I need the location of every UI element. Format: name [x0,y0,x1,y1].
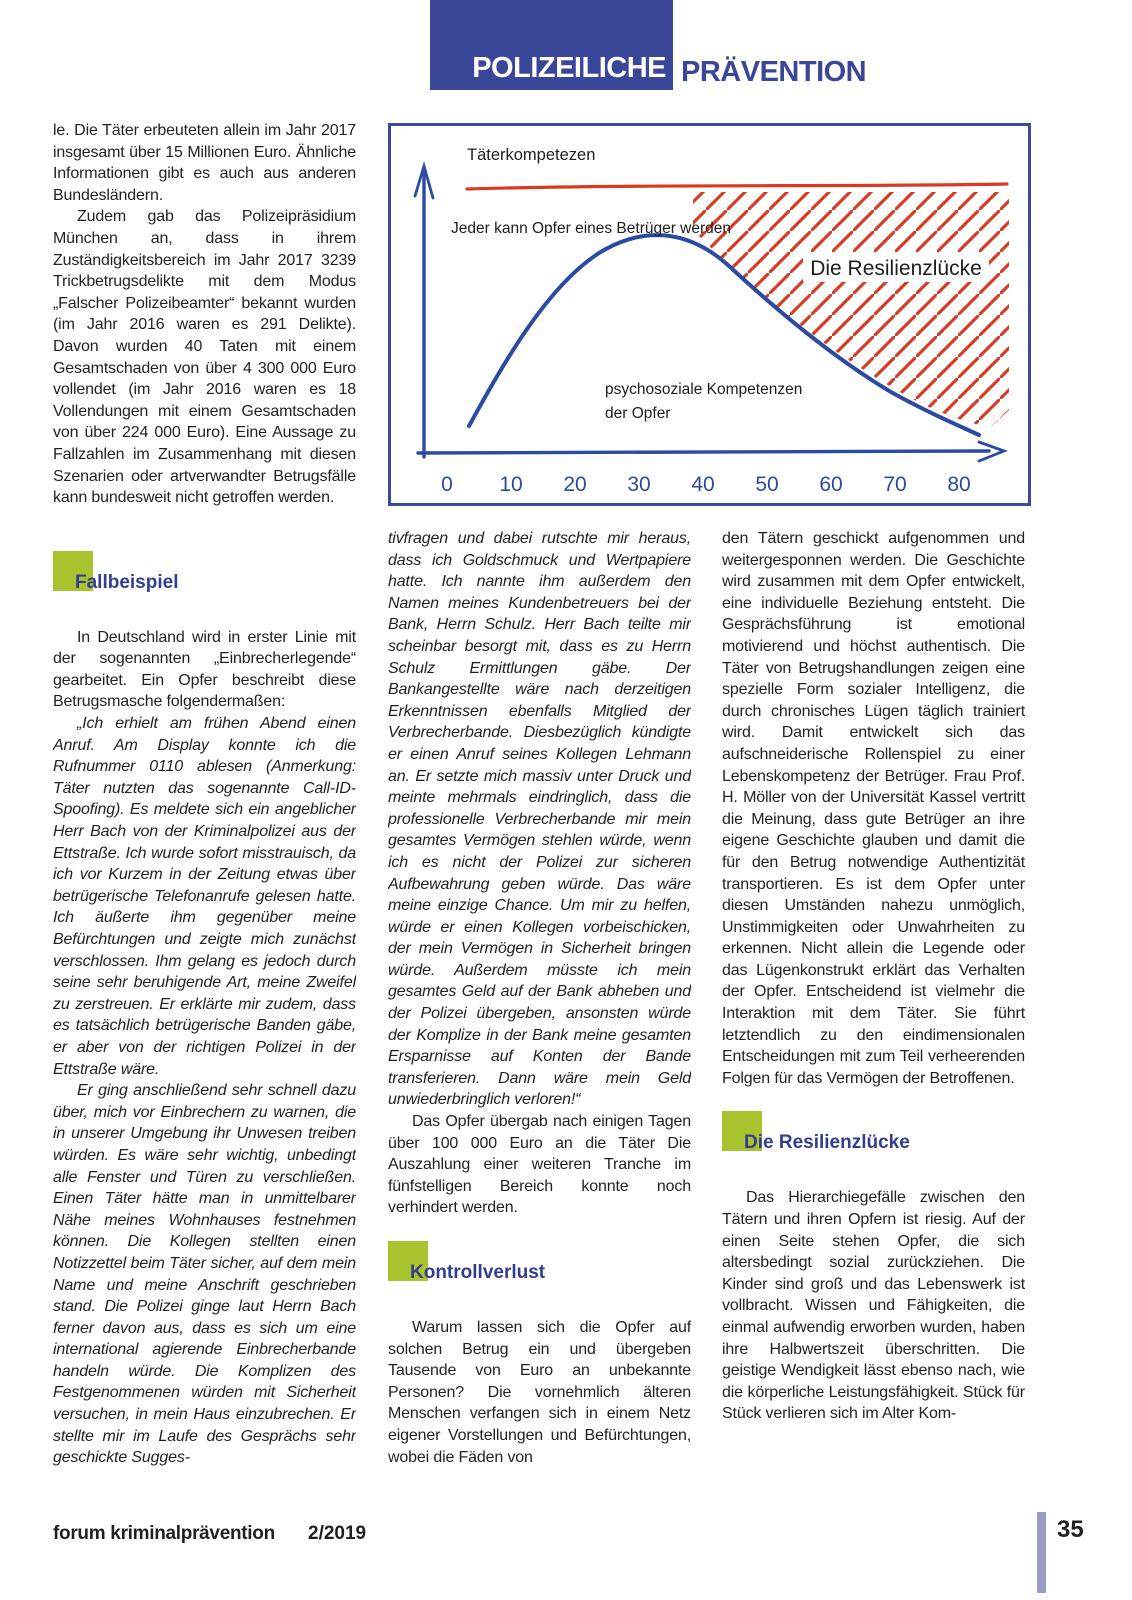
body-paragraph: le. Die Täter erbeuteten allein im Jahr … [53,122,356,204]
header-title-part2: PRÄVENTION [681,56,867,88]
offender-competence-line [465,182,1009,191]
body-paragraph: Das Opfer übergab nach einigen Tagen übe… [388,1113,691,1217]
column-middle: tivfragen und dabei rutschte mir heraus,… [388,528,691,1506]
resilience-gap-hatched-area [693,192,1009,427]
header-title-part1: POLIZEILICHE [472,52,666,84]
green-square-icon [53,550,93,591]
quote-paragraph: tivfragen und dabei rutschte mir heraus,… [388,530,691,1109]
body-paragraph: Das Hierarchiegefälle zwischen den Täter… [722,1189,1025,1423]
victim-competence-curve [467,233,981,437]
body-paragraph: Warum lassen sich die Opfer auf solchen … [388,1319,691,1466]
quote-paragraph: „Ich erhielt am frühen Abend einen Anruf… [53,715,356,1078]
body-paragraph: Zudem gab das Polizeipräsidium München a… [53,208,356,507]
green-square-icon [722,1111,762,1152]
x-tick-80: 80 [947,473,970,496]
label-everyone-can-be-victim: Jeder kann Opfer eines Betrüger werden [451,220,731,237]
label-resilience-gap: Die Resilienzlücke [810,257,982,280]
section-title: Fallbeispiel [75,571,179,593]
x-tick-20: 20 [563,473,586,496]
section-heading-kontrollverlust: Kontrollverlust [388,1241,691,1299]
resilience-gap-chart: Täterkompetezen Jeder kann Opfer eines B… [388,123,1031,506]
footer-divider-bar [1037,1512,1046,1593]
column-left: le. Die Täter erbeuteten allein im Jahr … [53,120,356,1505]
gap-label-background [803,252,989,282]
quote-paragraph: Er ging anschließend sehr schnell dazu ü… [53,1082,356,1467]
section-heading-resilienzluecke: Die Resilienzlücke [722,1111,1025,1169]
label-victim-competence-line1: psychosoziale Kompetenzen [605,381,802,398]
x-tick-50: 50 [755,473,778,496]
green-square-icon [388,1241,428,1281]
x-tick-0: 0 [441,473,453,496]
section-heading-fallbeispiel: Fallbeispiel [53,550,356,609]
x-tick-70: 70 [883,473,906,496]
x-tick-60: 60 [819,473,842,496]
body-paragraph: In Deutschland wird in erster Linie mit … [53,628,356,711]
x-axis [416,449,991,455]
footer-page-number: 35 [1057,1516,1084,1543]
y-axis-arrowhead-icon [413,160,435,200]
x-axis-arrowhead-icon [977,440,1008,463]
x-tick-10: 10 [499,473,522,496]
x-tick-40: 40 [691,473,714,496]
body-paragraph: den Tätern geschickt aufgenommen und wei… [722,530,1025,1087]
label-offender-competence: Täterkompetezen [467,146,595,164]
header-banner-box: POLIZEILICHE [430,0,673,90]
section-title: Die Resilienzlücke [744,1132,910,1154]
column-right: den Tätern geschickt aufgenommen und wei… [722,528,1025,1506]
footer-issue: 2/2019 [308,1523,367,1544]
label-victim-competence-line2: der Opfer [605,405,670,422]
section-title: Kontrollverlust [410,1262,546,1283]
footer-journal-name: forum kriminalprävention [53,1523,275,1544]
x-tick-30: 30 [627,473,650,496]
chart-canvas: Täterkompetezen Jeder kann Opfer eines B… [413,146,1009,496]
